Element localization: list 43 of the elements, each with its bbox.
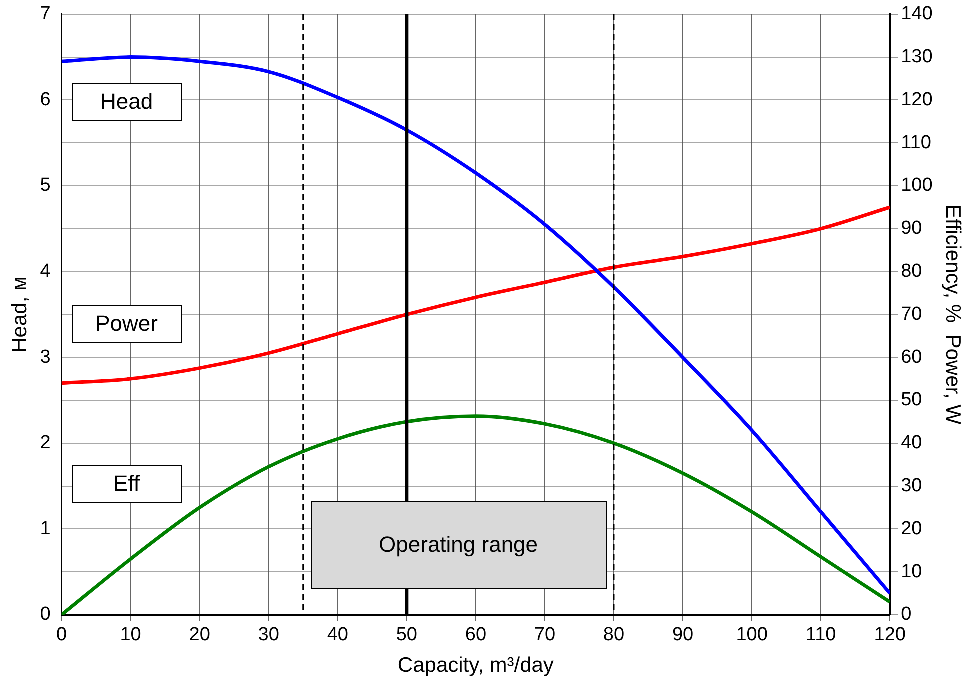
x-axis-title: Capacity, m³/day	[398, 654, 554, 678]
y2-tick-label: 110	[901, 132, 932, 154]
y2-tick-label: 100	[901, 175, 933, 196]
y2-tick-label: 50	[901, 390, 922, 411]
y2-tick-label: 30	[901, 476, 922, 497]
x-tick-label: 40	[327, 624, 348, 646]
y-tick-label: 4	[40, 261, 52, 282]
y2-tick-label: 70	[901, 304, 922, 325]
text-box: Head	[72, 83, 182, 122]
x-tick-label: 10	[120, 624, 142, 646]
y2-tick-label: 80	[901, 261, 922, 282]
x-tick-label: 100	[736, 624, 768, 646]
x-tick-label: 90	[672, 624, 694, 646]
y-tick-label: 3	[40, 346, 51, 368]
y-tick-label: 0	[40, 604, 51, 626]
x-tick-label: 110	[806, 624, 836, 646]
y2-tick-label: 60	[901, 346, 922, 368]
y-tick-label: 6	[40, 89, 51, 110]
y2-tick-label: 140	[901, 4, 933, 25]
y-axis-title: Head, м	[8, 276, 32, 353]
x-tick-label: 80	[603, 624, 625, 646]
y2-tick-label: 90	[901, 218, 922, 240]
x-tick-label: 60	[465, 624, 487, 646]
text-box: Power	[72, 305, 182, 344]
y2-tick-label: 10	[901, 561, 922, 582]
x-tick-label: 120	[874, 624, 906, 646]
x-tick-label: 20	[189, 624, 210, 646]
y-tick-label: 7	[40, 4, 51, 25]
y2-axis-title: Efficiency, % Power, W	[942, 204, 965, 425]
x-tick-label: 50	[396, 624, 418, 646]
y-tick-label: 1	[40, 518, 51, 540]
y2-tick-label: 40	[901, 432, 922, 454]
y-tick-label: 2	[40, 432, 51, 454]
y2-tick-label: 0	[901, 604, 912, 626]
y2-tick-label: 130	[901, 46, 933, 68]
text-box: Eff	[72, 465, 182, 504]
y-tick-label: 5	[40, 175, 51, 196]
shaded-text-box: Operating range	[310, 501, 607, 589]
y2-tick-label: 120	[901, 89, 933, 110]
x-tick-label: 0	[56, 624, 68, 646]
x-tick-label: 30	[258, 624, 280, 646]
y2-tick-label: 20	[901, 518, 922, 540]
x-tick-label: 70	[534, 624, 556, 646]
